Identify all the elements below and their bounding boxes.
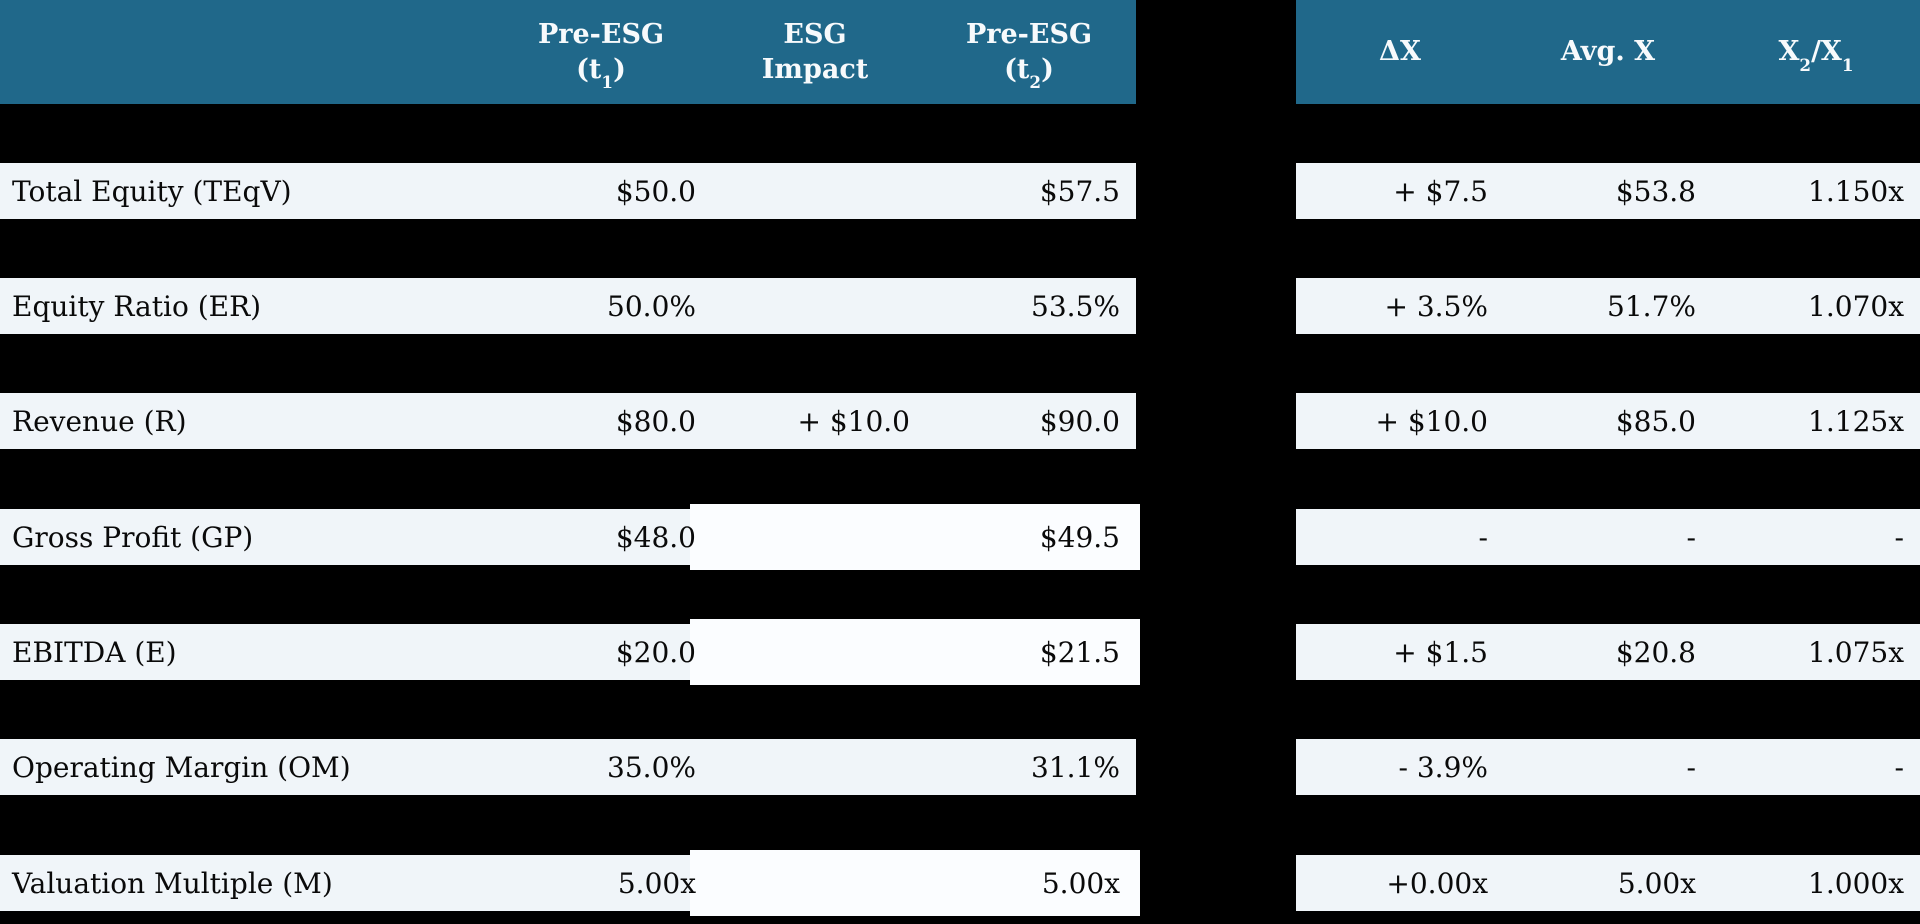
value-delta-x: + $1.5: [1393, 635, 1488, 669]
header-line: ΔX: [1379, 36, 1421, 68]
esg-highlight-box: [690, 850, 1140, 916]
table-row: Operating Margin (OM) 35.0% 31.1% - 3.9%…: [0, 739, 1920, 795]
right-table-row-band: [1296, 509, 1920, 565]
value-avg-x: $20.8: [1615, 635, 1696, 669]
header-line: Pre-ESG: [965, 18, 1093, 50]
left-table-header-bar: Pre-ESG (t1) ESG Impact Pre-ESG (t2): [0, 0, 1136, 104]
value-pre-esg-t1: $48.0: [615, 520, 696, 554]
value-delta-x: -: [1478, 520, 1488, 554]
value-delta-x: +0.00x: [1386, 866, 1488, 900]
value-delta-x: + 3.5%: [1384, 289, 1489, 323]
value-esg-impact: [708, 855, 910, 911]
value-avg-x: 5.00x: [1617, 866, 1696, 900]
value-pre-esg-t2: 53.5%: [1031, 289, 1120, 323]
value-pre-esg-t1: $50.0: [615, 174, 696, 208]
column-header-pre-esg-t1: Pre-ESG (t1): [494, 0, 708, 104]
value-delta-x: + $10.0: [1375, 404, 1488, 438]
value-avg-x: 51.7%: [1607, 289, 1696, 323]
header-line: Impact: [761, 54, 869, 85]
right-table-row-band: [1296, 624, 1920, 680]
value-esg-impact: [708, 509, 910, 565]
metric-label: Gross Profit (GP): [12, 520, 254, 554]
value-delta-x: - 3.9%: [1398, 750, 1489, 784]
value-esg-impact: [708, 624, 910, 680]
metric-label: Revenue (R): [12, 404, 187, 438]
value-x2-over-x1: -: [1894, 520, 1904, 554]
value-x2-over-x1: 1.070x: [1808, 289, 1904, 323]
esg-highlight-box: [690, 504, 1140, 570]
esg-highlight-box: [690, 619, 1140, 685]
right-table-row-band: [1296, 163, 1920, 219]
metric-label: EBITDA (E): [12, 635, 177, 669]
value-esg-impact: + $10.0: [797, 404, 910, 438]
right-table-header-bar: ΔX Avg. X X2/X1: [1296, 0, 1920, 104]
value-pre-esg-t2: $49.5: [1039, 520, 1120, 554]
metric-label: Valuation Multiple (M): [12, 866, 333, 900]
value-x2-over-x1: 1.125x: [1808, 404, 1904, 438]
value-avg-x: -: [1686, 750, 1696, 784]
value-pre-esg-t1: 5.00x: [617, 866, 696, 900]
left-table-row-band: [0, 278, 1136, 334]
table-row: EBITDA (E) $20.0 $21.5 + $1.5 $20.8 1.07…: [0, 619, 1920, 685]
value-avg-x: $53.8: [1615, 174, 1696, 208]
value-x2-over-x1: 1.150x: [1808, 174, 1904, 208]
value-esg-impact: [708, 278, 910, 334]
value-pre-esg-t2: $57.5: [1039, 174, 1120, 208]
value-pre-esg-t2: $90.0: [1039, 404, 1120, 438]
value-avg-x: -: [1686, 520, 1696, 554]
value-esg-impact: [708, 739, 910, 795]
table-row: Gross Profit (GP) $48.0 $49.5 - - -: [0, 504, 1920, 570]
column-header-esg-impact: ESG Impact: [708, 0, 922, 104]
header-line: (t1): [576, 54, 626, 93]
right-table-row-band: [1296, 739, 1920, 795]
metric-label: Equity Ratio (ER): [12, 289, 262, 323]
right-table-row-band: [1296, 278, 1920, 334]
table-row: Valuation Multiple (M) 5.00x 5.00x +0.00…: [0, 850, 1920, 916]
left-table-row-band: [0, 393, 1136, 449]
header-line: Pre-ESG: [537, 18, 665, 50]
value-pre-esg-t2: 31.1%: [1031, 750, 1120, 784]
left-table-row-band: [0, 739, 1136, 795]
header-line: Avg. X: [1560, 36, 1656, 68]
value-pre-esg-t2: $21.5: [1039, 635, 1120, 669]
value-pre-esg-t1: $80.0: [615, 404, 696, 438]
header-line: X2/X1: [1778, 36, 1854, 75]
column-header-delta-x: ΔX: [1296, 0, 1504, 104]
value-esg-impact: [708, 163, 910, 219]
metric-label: Operating Margin (OM): [12, 750, 351, 784]
column-header-x2-over-x1: X2/X1: [1712, 0, 1920, 104]
right-table-row-band: [1296, 393, 1920, 449]
value-x2-over-x1: 1.000x: [1808, 866, 1904, 900]
value-x2-over-x1: -: [1894, 750, 1904, 784]
table-row: Equity Ratio (ER) 50.0% 53.5% + 3.5% 51.…: [0, 278, 1920, 334]
value-pre-esg-t1: $20.0: [615, 635, 696, 669]
table-row: Revenue (R) $80.0 + $10.0 $90.0 + $10.0 …: [0, 393, 1920, 449]
metric-label: Total Equity (TEqV): [12, 174, 292, 208]
table-row: Total Equity (TEqV) $50.0 $57.5 + $7.5 $…: [0, 163, 1920, 219]
value-pre-esg-t1: 35.0%: [607, 750, 696, 784]
column-header-avg-x: Avg. X: [1504, 0, 1712, 104]
header-line: ESG: [783, 18, 847, 50]
left-table-row-band: [0, 163, 1136, 219]
value-pre-esg-t1: 50.0%: [607, 289, 696, 323]
header-line: (t2): [1004, 54, 1054, 93]
value-avg-x: $85.0: [1615, 404, 1696, 438]
column-header-pre-esg-t2: Pre-ESG (t2): [922, 0, 1136, 104]
value-delta-x: + $7.5: [1393, 174, 1488, 208]
right-table-row-band: [1296, 855, 1920, 911]
value-pre-esg-t2: 5.00x: [1041, 866, 1120, 900]
value-x2-over-x1: 1.075x: [1808, 635, 1904, 669]
